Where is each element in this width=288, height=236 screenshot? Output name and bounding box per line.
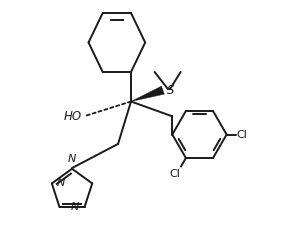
Text: N: N <box>57 178 65 188</box>
Text: N: N <box>68 154 76 164</box>
Text: N: N <box>71 202 79 212</box>
Text: HO: HO <box>63 110 82 123</box>
Polygon shape <box>131 86 164 101</box>
Text: S: S <box>167 84 175 97</box>
Text: Cl: Cl <box>169 169 180 179</box>
Text: Cl: Cl <box>237 130 248 139</box>
